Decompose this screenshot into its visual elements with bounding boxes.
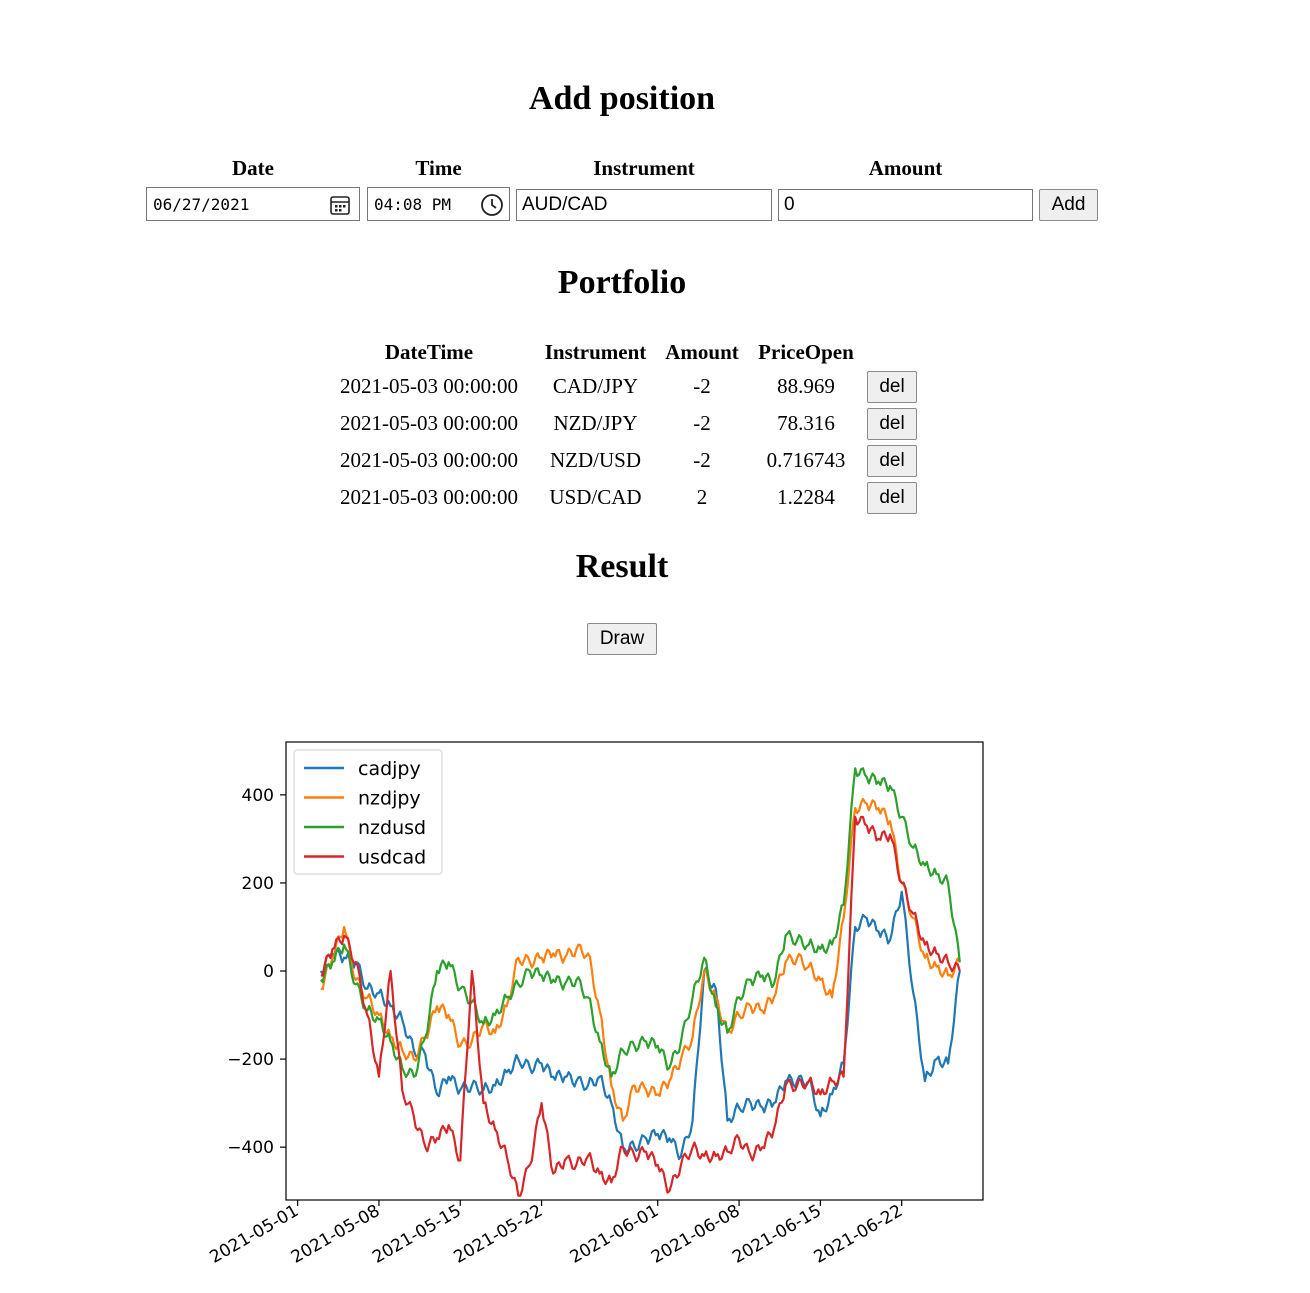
instrument-value: AUD/CAD <box>522 194 608 215</box>
cell-datetime: 2021-05-03 00:00:00 <box>340 485 518 509</box>
cell-instrument: USD/CAD <box>549 485 642 509</box>
date-label: Date <box>232 156 274 180</box>
y-tick-label: 200 <box>242 874 274 894</box>
table-row: 2021-05-03 00:00:00 NZD/JPY -2 78.316 de… <box>0 407 1310 444</box>
instrument-input[interactable]: AUD/CAD <box>516 189 772 221</box>
cell-datetime: 2021-05-03 00:00:00 <box>340 374 518 398</box>
series-line-cadjpy <box>319 890 961 1161</box>
cell-datetime: 2021-05-03 00:00:00 <box>340 411 518 435</box>
cell-amount: 2 <box>696 485 708 509</box>
y-tick-label: 0 <box>263 962 274 982</box>
column-header-instrument: Instrument <box>544 340 647 364</box>
cell-amount: -2 <box>693 374 711 398</box>
date-value: 06/27/2021 <box>153 195 250 214</box>
x-tick-label: 2021-05-15 <box>369 1201 465 1268</box>
table-row: 2021-05-03 00:00:00 NZD/USD -2 0.716743 … <box>0 444 1310 481</box>
draw-button[interactable]: Draw <box>587 623 657 655</box>
del-button[interactable]: del <box>867 371 917 403</box>
cell-instrument: NZD/JPY <box>553 411 638 435</box>
time-input[interactable]: 04:08 PM <box>367 187 510 221</box>
series-line-nzdjpy <box>320 797 961 1122</box>
add-button[interactable]: Add <box>1039 189 1098 221</box>
x-tick-label: 2021-06-01 <box>567 1201 663 1268</box>
x-tick-label: 2021-05-01 <box>207 1201 303 1268</box>
chart-svg: 4002000−200−4002021-05-012021-05-082021-… <box>207 741 984 1268</box>
result-chart: 400 200 0 −200 −400 2021-05-01 2021-05-08 2021-… <box>180 730 1010 1290</box>
cell-amount: -2 <box>693 411 711 435</box>
del-button[interactable]: del <box>867 482 917 514</box>
cell-amount: -2 <box>693 448 711 472</box>
y-tick-label: 400 <box>242 786 274 806</box>
table-row: 2021-05-03 00:00:00 CAD/JPY -2 88.969 de… <box>0 370 1310 407</box>
del-button[interactable]: del <box>867 408 917 440</box>
result-title: Result <box>575 548 669 585</box>
table-row: 2021-05-03 00:00:00 USD/CAD 2 1.2284 del <box>0 481 1310 518</box>
cell-priceopen: 1.2284 <box>777 485 835 509</box>
cell-priceopen: 0.716743 <box>766 448 846 472</box>
column-header-priceopen: PriceOpen <box>758 340 854 364</box>
legend-label-nzdusd: nzdusd <box>358 817 426 839</box>
legend-label-cadjpy: cadjpy <box>358 758 421 780</box>
x-tick-label: 2021-05-08 <box>288 1201 384 1268</box>
x-tick-label: 2021-06-15 <box>729 1201 825 1268</box>
amount-input[interactable]: 0 <box>778 189 1033 221</box>
series-line-nzdusd <box>319 767 961 1078</box>
y-tick-label: −200 <box>227 1050 274 1070</box>
calendar-icon[interactable] <box>329 194 351 216</box>
del-button[interactable]: del <box>867 445 917 477</box>
clock-icon[interactable] <box>480 193 504 217</box>
series-line-usdcad <box>320 815 961 1197</box>
x-tick-label: 2021-05-22 <box>451 1201 547 1268</box>
cell-priceopen: 78.316 <box>777 411 835 435</box>
instrument-label: Instrument <box>593 156 695 180</box>
time-value: 04:08 PM <box>374 195 452 214</box>
y-tick-label: −400 <box>227 1138 274 1158</box>
x-tick-label: 2021-06-08 <box>648 1201 744 1268</box>
cell-instrument: CAD/JPY <box>552 374 639 398</box>
cell-priceopen: 88.969 <box>777 374 835 398</box>
legend-label-nzdjpy: nzdjpy <box>358 788 421 810</box>
cell-datetime: 2021-05-03 00:00:00 <box>340 448 518 472</box>
legend-box <box>293 749 443 875</box>
legend-label-usdcad: usdcad <box>358 847 426 869</box>
x-tick-label: 2021-06-22 <box>811 1201 907 1268</box>
date-input[interactable]: 06/27/2021 <box>146 187 360 221</box>
portfolio-title: Portfolio <box>557 264 687 301</box>
column-header-amount: Amount <box>665 340 739 364</box>
cell-instrument: NZD/USD <box>549 448 641 472</box>
amount-label: Amount <box>868 156 943 180</box>
amount-value: 0 <box>784 194 795 215</box>
time-label: Time <box>415 156 462 180</box>
add-position-title: Add position <box>528 80 716 117</box>
column-header-datetime: DateTime <box>384 340 474 364</box>
